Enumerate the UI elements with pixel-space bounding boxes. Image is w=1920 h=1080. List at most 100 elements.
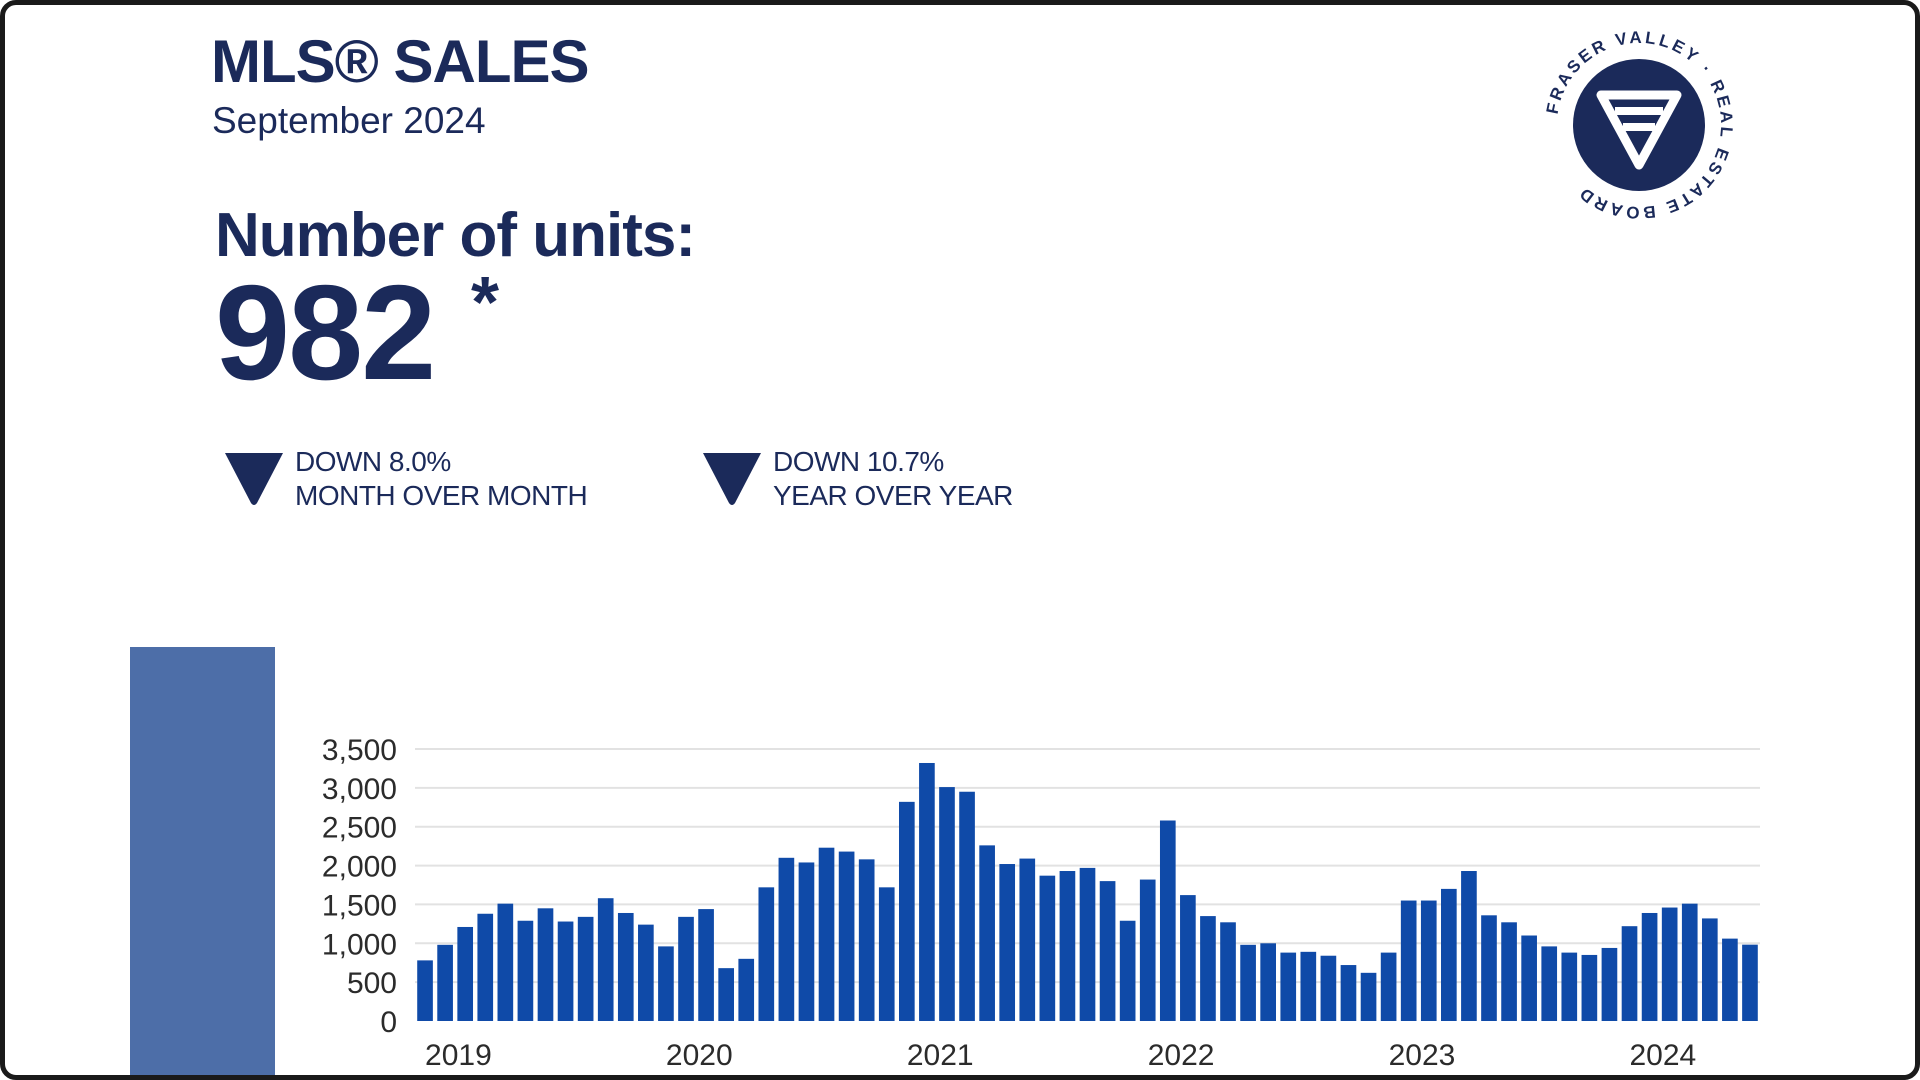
units-value: 982 [215, 257, 436, 408]
y-tick-label: 3,000 [322, 773, 397, 806]
bar [1079, 867, 1096, 1021]
change-mom-line2: MONTH OVER MONTH [295, 480, 588, 511]
bar [1380, 952, 1397, 1021]
bar [658, 946, 674, 1021]
bar [1180, 895, 1196, 1021]
bar [1059, 871, 1076, 1021]
bar [1681, 903, 1698, 1021]
bar [979, 845, 995, 1021]
bar [557, 921, 574, 1021]
bar [838, 851, 855, 1021]
change-yoy-line2: YEAR OVER YEAR [773, 480, 1013, 511]
bar [617, 912, 634, 1021]
bar [1300, 951, 1317, 1021]
bar [1722, 938, 1738, 1021]
bar [1481, 915, 1497, 1021]
bar [718, 968, 734, 1021]
bar [1601, 947, 1618, 1021]
page-title: MLS® SALES [211, 28, 590, 95]
bar [1220, 922, 1236, 1021]
bar [417, 960, 433, 1021]
y-tick-label: 0 [380, 1006, 397, 1039]
bar [577, 916, 594, 1021]
bar [1099, 881, 1116, 1021]
bar [1581, 954, 1598, 1021]
change-yoy-line1: DOWN 10.7% [773, 446, 944, 477]
bar [1521, 935, 1537, 1021]
change-mom-line1: DOWN 8.0% [295, 446, 451, 477]
bar [1039, 875, 1056, 1021]
bar [1501, 922, 1517, 1021]
change-month-over-month: DOWN 8.0% MONTH OVER MONTH [221, 445, 621, 515]
bar [1621, 926, 1638, 1021]
page-subtitle: September 2024 [212, 100, 486, 141]
bar [638, 924, 654, 1021]
x-tick-label: 2023 [1389, 1039, 1456, 1072]
bar [1139, 879, 1156, 1021]
bar [1561, 952, 1578, 1021]
fraser-valley-logo-icon: FRASER VALLEY · REAL ESTATE BOARD [1543, 28, 1734, 222]
bar [878, 887, 895, 1021]
y-tick-label: 2,500 [322, 812, 397, 845]
bar [959, 791, 975, 1021]
y-tick-label: 1,500 [322, 889, 397, 922]
bar [1701, 918, 1718, 1021]
units-asterisk: * [471, 263, 500, 343]
bar [778, 857, 795, 1021]
bar [858, 859, 875, 1021]
x-tick-label: 2022 [1148, 1039, 1215, 1072]
bar [758, 887, 775, 1021]
bar [537, 908, 554, 1021]
bar [818, 847, 835, 1021]
bar [798, 862, 815, 1021]
y-tick-label: 500 [347, 967, 397, 1000]
bar [1260, 943, 1276, 1021]
bar [1019, 858, 1036, 1021]
sales-bar-chart-svg: 0 500 1,000 1,500 2,000 2,500 3,000 3,500 2019 20… [322, 734, 1760, 1072]
change-mom-text: DOWN 8.0% MONTH OVER MONTH [295, 445, 588, 513]
down-triangle-icon [225, 453, 283, 505]
sidebar-accent-block [130, 647, 275, 1075]
bar [1340, 965, 1357, 1021]
bar [1641, 912, 1658, 1021]
bar [1742, 944, 1758, 1021]
bar [698, 909, 714, 1021]
bar [437, 944, 453, 1021]
bar [1320, 955, 1337, 1021]
bar [497, 903, 514, 1021]
bar [477, 913, 494, 1021]
bar [1461, 871, 1477, 1021]
bar [597, 898, 614, 1021]
bar [1360, 972, 1377, 1021]
x-tick-label: 2021 [907, 1039, 974, 1072]
bar [457, 926, 474, 1021]
change-year-over-year: DOWN 10.7% YEAR OVER YEAR [699, 445, 1099, 515]
y-tick-label: 1,000 [322, 928, 397, 961]
units-label: Number of units: [215, 201, 696, 270]
bar [1400, 900, 1417, 1021]
bar [999, 864, 1016, 1021]
bar [1240, 944, 1256, 1021]
down-triangle-icon [703, 453, 761, 505]
x-tick-label: 2019 [425, 1039, 492, 1072]
y-tick-label: 3,500 [322, 734, 397, 767]
bar [1661, 907, 1678, 1021]
y-tick-label: 2,000 [322, 851, 397, 884]
bar [738, 958, 755, 1021]
sales-bar-chart: 0 500 1,000 1,500 2,000 2,500 3,000 3,500 2019 20… [275, 705, 1775, 1075]
bar [1200, 916, 1216, 1021]
change-yoy-text: DOWN 10.7% YEAR OVER YEAR [773, 445, 1013, 513]
bar [1441, 888, 1457, 1021]
bar [1541, 946, 1558, 1021]
x-tick-label: 2020 [666, 1039, 733, 1072]
bar [939, 787, 955, 1021]
bar [678, 916, 694, 1021]
bar [1159, 820, 1176, 1021]
bar [1420, 900, 1437, 1021]
x-tick-label: 2024 [1630, 1039, 1697, 1072]
bar [1280, 952, 1297, 1021]
bar [899, 801, 915, 1021]
bar [1119, 920, 1136, 1021]
bar [919, 762, 935, 1021]
